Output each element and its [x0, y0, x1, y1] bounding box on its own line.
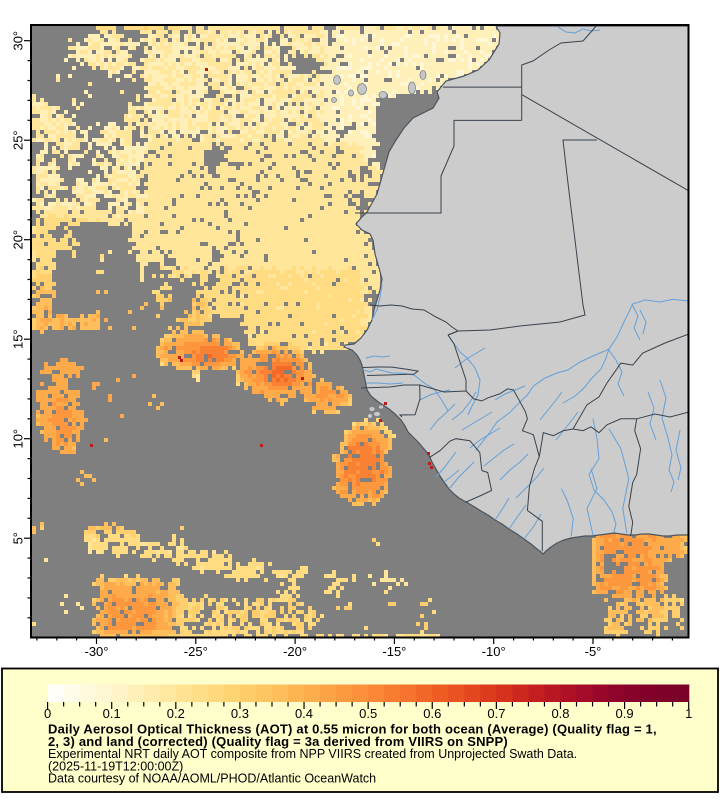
- svg-text:30°: 30°: [11, 31, 26, 51]
- svg-text:Experimental NRT daily AOT com: Experimental NRT daily AOT composite fro…: [48, 747, 577, 761]
- svg-text:20°: 20°: [11, 230, 26, 250]
- svg-text:0.3: 0.3: [231, 706, 249, 721]
- svg-text:0.9: 0.9: [616, 706, 634, 721]
- svg-text:0.5: 0.5: [359, 706, 377, 721]
- svg-text:10°: 10°: [11, 429, 26, 449]
- svg-text:Daily Aerosol Optical Thicknes: Daily Aerosol Optical Thickness (AOT) at…: [48, 722, 657, 737]
- svg-text:0.1: 0.1: [103, 706, 121, 721]
- svg-text:25°: 25°: [11, 130, 26, 150]
- svg-text:0.6: 0.6: [423, 706, 441, 721]
- svg-text:5°: 5°: [11, 532, 26, 544]
- svg-text:0.2: 0.2: [167, 706, 185, 721]
- svg-text:-5°: -5°: [585, 644, 602, 659]
- svg-text:-10°: -10°: [482, 644, 506, 659]
- svg-text:15°: 15°: [11, 329, 26, 349]
- svg-text:(2025-11-19T12:00:00Z): (2025-11-19T12:00:00Z): [48, 759, 183, 773]
- svg-text:-20°: -20°: [283, 644, 307, 659]
- svg-text:0.7: 0.7: [487, 706, 505, 721]
- svg-text:-30°: -30°: [85, 644, 109, 659]
- svg-text:0: 0: [44, 706, 51, 721]
- svg-text:0.4: 0.4: [295, 706, 313, 721]
- svg-text:-15°: -15°: [382, 644, 406, 659]
- svg-text:Data courtesy of NOAA/AOML/PHO: Data courtesy of NOAA/AOML/PHOD/Atlantic…: [48, 772, 376, 786]
- svg-text:2, 3) and land (corrected) (Qu: 2, 3) and land (corrected) (Quality flag…: [48, 734, 508, 749]
- svg-text:1: 1: [685, 706, 692, 721]
- svg-text:-25°: -25°: [184, 644, 208, 659]
- svg-text:0.8: 0.8: [551, 706, 569, 721]
